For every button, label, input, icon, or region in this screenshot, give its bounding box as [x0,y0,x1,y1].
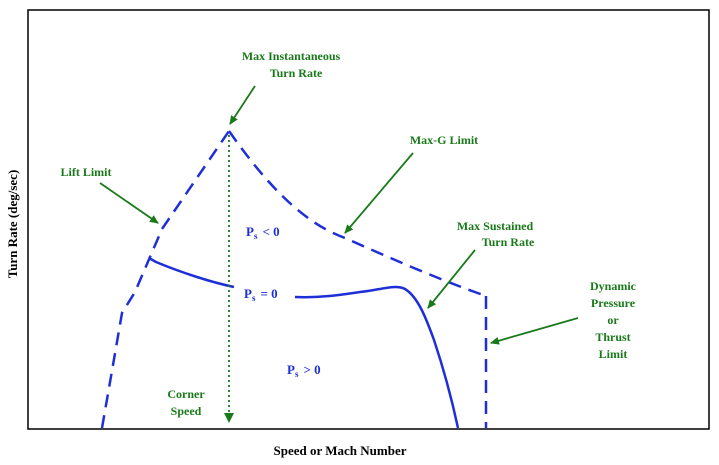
corner-speed-arrowhead [224,413,234,423]
max-instantaneous-label-line2: Turn Rate [270,66,323,80]
max-sustained-label-line1: Max Sustained [457,219,534,233]
plot-frame [27,9,710,430]
max-sustained-arrow [427,249,476,309]
ps-zero-curve-right [294,285,460,429]
max-g-limit-arrow [344,152,414,234]
lift-limit-arrow [99,182,159,224]
region-ps-less-than-zero: Ps < 0 [246,224,280,241]
region-ps-equals-zero: Ps = 0 [244,286,278,303]
corner-speed-label-line1: Corner [167,387,205,401]
dynamic-pressure-label-line2: Pressure [591,296,636,310]
lift-limit-curve [100,130,231,429]
dynamic-pressure-arrow [490,317,579,345]
ps-zero-curve-left [148,256,235,289]
dynamic-pressure-label-line1: Dynamic [590,279,637,293]
max-instantaneous-label-line1: Max Instantaneous [242,49,341,63]
corner-speed-label-line2: Speed [171,404,202,418]
max-g-limit-curve [227,130,487,298]
max-instantaneous-arrow [229,85,256,125]
y-axis-title: Turn Rate (deg/sec) [5,170,20,279]
dynamic-pressure-label-line3: or [607,313,619,327]
max-g-limit-label: Max-G Limit [410,133,478,147]
dynamic-pressure-label-line4: Thrust [595,330,630,344]
max-sustained-label-line2: Turn Rate [482,235,535,249]
region-ps-greater-than-zero: Ps > 0 [287,362,321,379]
x-axis-title: Speed or Mach Number [273,443,406,458]
dynamic-pressure-label-line5: Limit [599,347,628,361]
lift-limit-label: Lift Limit [61,165,112,179]
